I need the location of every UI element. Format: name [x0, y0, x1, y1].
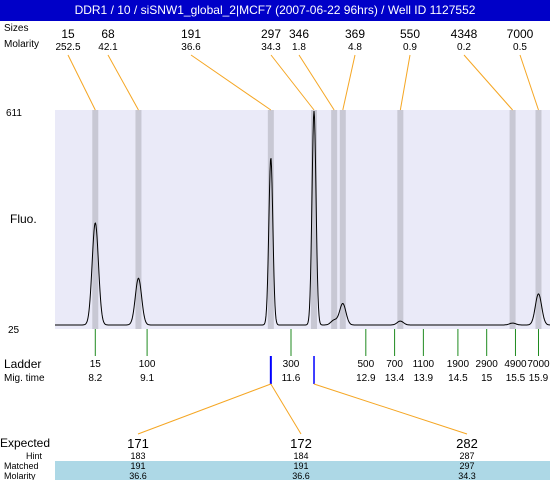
ladder-size-label: 15 [90, 359, 102, 370]
ladder-time-label: 14.5 [448, 373, 468, 384]
peak-size-label: 297 [261, 27, 281, 41]
matched-row-label: Matched [4, 461, 39, 471]
peak-size-label: 369 [345, 27, 365, 41]
hint-value: 183 [130, 451, 145, 461]
ladder-row-label: Ladder [4, 357, 41, 371]
peak-connector-line [342, 54, 356, 111]
matched-value: 191 [130, 461, 145, 471]
ladder-size-label: 700 [386, 359, 403, 370]
ladder-size-label: 1100 [413, 359, 435, 370]
ladder-size-label: 2900 [476, 359, 499, 370]
expected-value: 171 [127, 436, 149, 451]
peak-band [92, 110, 99, 329]
ladder-time-label: 13.9 [414, 373, 434, 384]
peak-molarity-label: 0.2 [457, 42, 471, 53]
y-tick-label: 611 [6, 108, 22, 119]
y-axis-label: Fluo. [10, 212, 37, 226]
peak-molarity-label: 42.1 [98, 42, 118, 53]
peak-molarity-label: 34.3 [261, 42, 281, 53]
peak-band [397, 110, 404, 329]
ladder-time-label: 15.5 [506, 373, 526, 384]
peak-size-label: 15 [61, 27, 75, 41]
matched-value: 297 [459, 461, 474, 471]
expected-value: 282 [456, 436, 478, 451]
peak-molarity-label: 0.5 [513, 42, 527, 53]
ladder-time-label: 12.9 [356, 373, 376, 384]
peak-size-label: 346 [289, 27, 309, 41]
peak-molarity-label: 36.6 [181, 42, 201, 53]
expected-row-label: Expected [0, 436, 50, 450]
peak-band [535, 110, 542, 329]
peak-band [135, 110, 142, 329]
ladder-size-label: 500 [357, 359, 374, 370]
peak-connector-line [519, 54, 539, 111]
ladder-size-label: 300 [283, 359, 300, 370]
ladder-time-label: 15.9 [529, 373, 549, 384]
peak-size-label: 191 [181, 27, 201, 41]
peak-band [311, 110, 318, 329]
ladder-time-label: 15 [481, 373, 493, 384]
table-molarity-value: 34.3 [458, 471, 476, 480]
peak-connector-line [67, 54, 96, 111]
expected-value: 172 [290, 436, 312, 451]
ladder-time-label: 11.6 [282, 373, 301, 384]
window-title-bar: DDR1 / 10 / siSNW1_global_2|MCF7 (2007-0… [0, 0, 550, 21]
peak-connector-line [463, 54, 513, 111]
expected-connector-line [313, 383, 468, 435]
matched-table-band [55, 461, 550, 480]
peak-molarity-label: 1.8 [292, 42, 306, 53]
table-molarity-value: 36.6 [129, 471, 147, 480]
ladder-size-label: 100 [139, 359, 156, 370]
hint-row-label: Hint [26, 451, 43, 461]
ladder-size-label: 7000 [527, 359, 550, 370]
ladder-time-label: 8.2 [88, 373, 102, 384]
peak-connector-line [270, 54, 315, 111]
peak-size-label: 4348 [451, 27, 478, 41]
matched-value: 191 [293, 461, 308, 471]
mig-time-row-label: Mig. time [4, 373, 45, 384]
peak-molarity-label: 4.8 [348, 42, 362, 53]
ladder-time-label: 13.4 [385, 373, 405, 384]
peak-connector-line [190, 54, 272, 111]
peak-molarity-label: 252.5 [55, 42, 80, 53]
peak-band [339, 110, 346, 329]
expected-connector-line [270, 383, 302, 435]
ladder-size-label: 4900 [504, 359, 527, 370]
y-tick-label: 25 [8, 325, 20, 336]
hint-value: 184 [293, 451, 308, 461]
ladder-size-label: 1900 [447, 359, 470, 370]
ladder-time-label: 9.1 [140, 373, 154, 384]
peak-band [509, 110, 516, 329]
peak-size-label: 68 [101, 27, 115, 41]
sizes-row-label: Sizes [4, 23, 28, 34]
plot-area [55, 110, 550, 329]
peak-connector-line [107, 54, 139, 111]
trace-line [55, 110, 550, 326]
peak-connector-line [298, 54, 335, 111]
molarity-row-label: Molarity [4, 39, 39, 50]
peak-molarity-label: 0.9 [403, 42, 417, 53]
peak-band [267, 110, 274, 329]
table-molarity-row-label: Molarity [4, 471, 36, 480]
peak-connector-line [399, 54, 411, 111]
peak-size-label: 7000 [507, 27, 534, 41]
peak-size-label: 550 [400, 27, 420, 41]
peak-band [331, 110, 338, 329]
table-molarity-value: 36.6 [292, 471, 310, 480]
expected-connector-line [137, 383, 272, 435]
hint-value: 287 [459, 451, 474, 461]
